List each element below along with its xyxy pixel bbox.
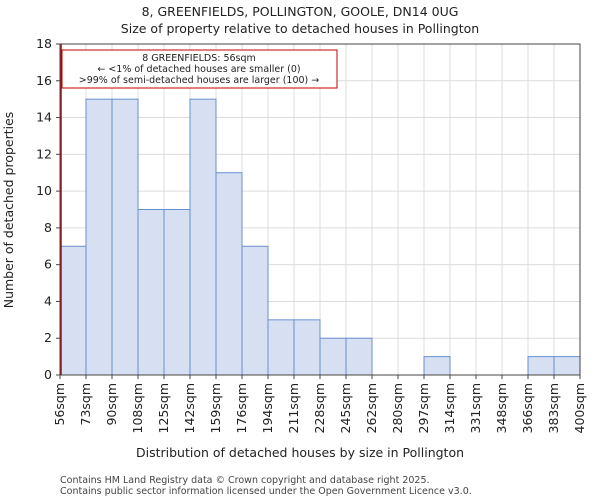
annotation-line-3: >99% of semi-detached houses are larger … xyxy=(79,75,320,86)
bar-176sqm xyxy=(241,245,269,376)
bars xyxy=(59,98,581,376)
annotation-box: 8 GREENFIELDS: 56sqm ← <1% of detached h… xyxy=(61,49,338,89)
x-tick-label: 159sqm xyxy=(208,383,223,433)
bar-108sqm xyxy=(137,209,165,376)
x-tick-label: 348sqm xyxy=(494,383,509,433)
bar-383sqm xyxy=(553,356,581,376)
y-tick-label: 10 xyxy=(36,183,52,198)
annotation-border xyxy=(61,49,338,89)
x-tick-label: 56sqm xyxy=(52,383,67,426)
x-tick-label: 331sqm xyxy=(468,383,483,433)
x-tick-label: 194sqm xyxy=(260,383,275,433)
y-tick-label: 4 xyxy=(44,293,52,308)
bar-159sqm xyxy=(215,172,243,376)
bar-228sqm xyxy=(319,337,347,376)
y-tick-label: 8 xyxy=(44,220,52,235)
bar-245sqm xyxy=(345,337,373,376)
x-tick-label: 297sqm xyxy=(416,383,431,433)
y-tick-label: 6 xyxy=(44,257,52,272)
bar-90sqm xyxy=(111,98,139,376)
x-tick-label: 125sqm xyxy=(156,383,171,433)
x-tick-label: 142sqm xyxy=(182,383,197,433)
bar-366sqm xyxy=(527,356,555,376)
x-tick-label: 400sqm xyxy=(572,383,587,433)
y-axis-label: Number of detached properties xyxy=(1,112,16,309)
x-tick-label: 90sqm xyxy=(104,383,119,426)
bar-297sqm xyxy=(423,356,451,376)
chart-title: 8, GREENFIELDS, POLLINGTON, GOOLE, DN14 … xyxy=(142,4,459,19)
bar-125sqm xyxy=(163,209,191,376)
x-tick-label: 73sqm xyxy=(78,383,93,426)
annotation-line-1: 8 GREENFIELDS: 56sqm xyxy=(142,53,256,64)
y-tick-label: 14 xyxy=(36,110,52,125)
x-tick-label: 245sqm xyxy=(338,383,353,433)
footer-line-2: Contains public sector information licen… xyxy=(60,486,472,497)
x-tick-label: 108sqm xyxy=(130,383,145,433)
bar-73sqm xyxy=(85,98,113,376)
x-axis-label: Distribution of detached houses by size … xyxy=(136,445,464,460)
x-tick-label: 383sqm xyxy=(546,383,561,433)
x-tick-label: 314sqm xyxy=(442,383,457,433)
bar-194sqm xyxy=(267,319,295,376)
x-tick-label: 262sqm xyxy=(364,383,379,433)
bar-142sqm xyxy=(189,98,217,376)
chart-subtitle: Size of property relative to detached ho… xyxy=(121,21,479,36)
x-axis-ticks: 56sqm 73sqm 90sqm 108sqm 125sqm 142sqm 159sqm 1… xyxy=(52,375,587,433)
x-tick-label: 211sqm xyxy=(286,383,301,433)
y-tick-label: 18 xyxy=(36,36,52,51)
bar-211sqm xyxy=(293,319,321,376)
y-tick-label: 0 xyxy=(44,367,52,382)
x-tick-label: 280sqm xyxy=(390,383,405,433)
y-tick-label: 12 xyxy=(36,146,52,161)
x-tick-label: 228sqm xyxy=(312,383,327,433)
x-tick-label: 366sqm xyxy=(520,383,535,433)
y-tick-label: 16 xyxy=(36,73,52,88)
y-tick-label: 2 xyxy=(44,330,52,345)
x-tick-label: 176sqm xyxy=(234,383,249,433)
y-axis-ticks: 0 2 4 6 8 10 12 14 16 18 xyxy=(36,36,60,382)
bar-56sqm xyxy=(59,245,87,376)
annotation-line-2: ← <1% of detached houses are smaller (0) xyxy=(97,64,300,75)
footer-line-1: Contains HM Land Registry data © Crown c… xyxy=(60,475,430,486)
